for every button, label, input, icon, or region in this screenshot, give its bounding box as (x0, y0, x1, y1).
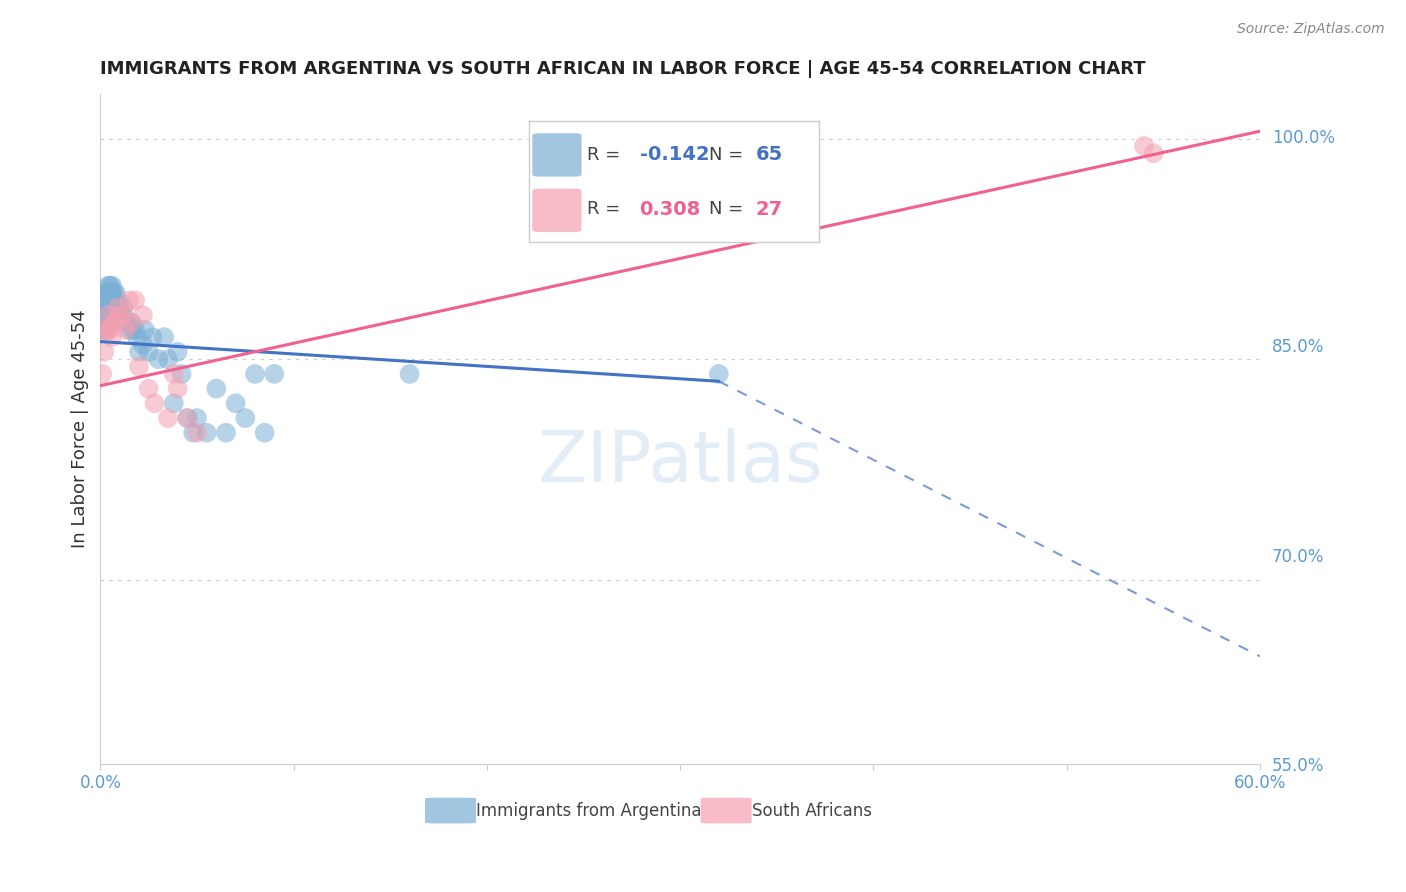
Point (114, 323, 136, 337)
Point (176, 411, 198, 425)
Point (128, 344, 150, 359)
Point (98, 301, 121, 315)
Point (132, 337, 155, 351)
Point (97, 278, 120, 293)
Point (101, 330, 124, 344)
Point (108, 308, 131, 322)
Point (114, 315, 136, 329)
Point (93, 301, 115, 315)
Text: IMMIGRANTS FROM ARGENTINA VS SOUTH AFRICAN IN LABOR FORCE | AGE 45-54 CORRELATIO: IMMIGRANTS FROM ARGENTINA VS SOUTH AFRIC… (100, 60, 1146, 78)
Point (707, 367, 730, 381)
Point (170, 367, 193, 381)
Point (103, 293, 125, 308)
Point (125, 330, 148, 344)
Point (101, 278, 124, 293)
Point (91, 367, 114, 381)
Point (132, 308, 155, 322)
Point (1143, 146, 1166, 161)
Point (97, 323, 120, 337)
Point (98, 323, 121, 337)
Point (112, 301, 135, 315)
Point (94, 323, 117, 337)
Point (163, 367, 186, 381)
Point (104, 315, 127, 329)
Point (186, 411, 208, 425)
Point (97, 308, 120, 322)
Point (107, 301, 129, 315)
Point (243, 367, 266, 381)
Point (104, 308, 127, 322)
Point (98, 278, 121, 293)
Point (94, 285, 117, 300)
Point (118, 323, 141, 337)
Y-axis label: In Labor Force | Age 45-54: In Labor Force | Age 45-54 (72, 310, 89, 549)
Point (97, 285, 120, 300)
Point (94, 293, 117, 308)
Point (225, 396, 247, 410)
Point (93, 323, 115, 337)
Point (94, 308, 117, 322)
Point (205, 382, 228, 396)
Point (156, 352, 179, 367)
Point (148, 352, 170, 367)
Point (153, 330, 176, 344)
Point (112, 308, 135, 322)
Point (195, 425, 218, 440)
Point (101, 285, 124, 300)
Point (91, 323, 114, 337)
Point (124, 323, 146, 337)
Point (101, 301, 124, 315)
Point (181, 425, 204, 440)
Point (108, 308, 131, 322)
Point (263, 367, 285, 381)
Point (104, 301, 127, 315)
Point (122, 323, 145, 337)
Point (128, 359, 150, 374)
Point (143, 396, 166, 410)
Point (138, 344, 160, 359)
Point (156, 411, 179, 425)
Point (103, 285, 125, 300)
Point (141, 330, 163, 344)
Point (103, 315, 125, 329)
Point (215, 425, 238, 440)
Point (108, 301, 131, 315)
Point (166, 382, 188, 396)
Point (97, 315, 120, 329)
Point (107, 308, 129, 322)
Point (93, 344, 115, 359)
Point (176, 411, 198, 425)
Point (98, 285, 121, 300)
Point (98, 293, 121, 308)
Text: ZIPatlas: ZIPatlas (537, 428, 823, 497)
Point (124, 293, 146, 308)
Point (253, 425, 276, 440)
Point (97, 301, 120, 315)
Point (120, 315, 142, 329)
Point (120, 315, 142, 329)
Point (163, 396, 186, 410)
Point (233, 411, 256, 425)
Point (138, 382, 160, 396)
Point (186, 425, 208, 440)
Point (166, 344, 188, 359)
Point (110, 308, 132, 322)
Point (91, 308, 114, 322)
Point (107, 293, 129, 308)
Point (93, 293, 115, 308)
Text: Source: ZipAtlas.com: Source: ZipAtlas.com (1237, 22, 1385, 37)
Point (94, 315, 117, 329)
Point (118, 293, 141, 308)
Point (398, 367, 420, 381)
Point (134, 323, 156, 337)
Point (104, 285, 127, 300)
Point (94, 323, 117, 337)
Point (97, 308, 120, 322)
Point (93, 315, 115, 329)
Point (117, 315, 139, 329)
Point (1133, 139, 1156, 153)
